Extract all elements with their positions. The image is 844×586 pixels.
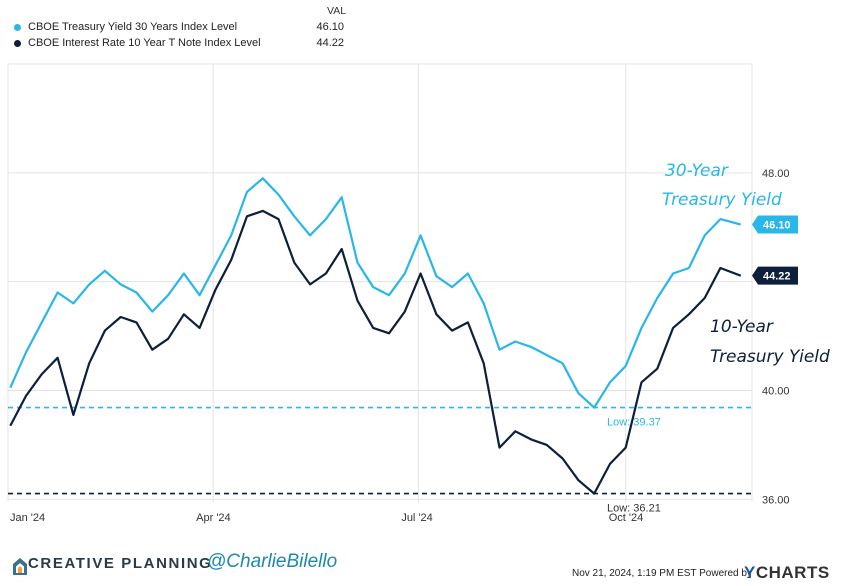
legend-dot-10yr — [14, 40, 21, 47]
end-value-tag-0 — [752, 215, 798, 234]
low-label-1: Low: 36.21 — [607, 503, 661, 515]
y-tick-label-1: 40.00 — [762, 385, 790, 397]
ycharts-logo-text: CHARTS — [755, 563, 830, 582]
y-tick-label-0: 48.00 — [762, 168, 790, 180]
author-handle[interactable]: @CharlieBilello — [207, 551, 338, 572]
creative-planning-logo-icon — [13, 558, 27, 575]
x-tick-label-2: Jul '24 — [401, 512, 432, 524]
ycharts-logo[interactable]: YCHARTS — [744, 563, 830, 583]
legend-value-10yr: 44.22 — [316, 37, 344, 49]
timestamp: Nov 21, 2024, 1:19 PM EST Powered by — [572, 568, 752, 579]
x-tick-label-1: Apr '24 — [196, 512, 231, 524]
ycharts-logo-y: Y — [744, 563, 756, 582]
legend-item-30yr[interactable]: CBOE Treasury Yield 30 Years Index Level… — [14, 20, 344, 35]
legend-value-header: VAL — [327, 5, 347, 17]
brand-name: CREATIVE PLANNING — [28, 555, 213, 572]
y-tick-label-2: 36.00 — [762, 494, 790, 506]
end-value-label-0: 46.10 — [763, 220, 791, 232]
legend-value-30yr: 46.10 — [316, 21, 344, 33]
series-line-1 — [9, 209, 742, 495]
annotation-thirty-year-line2: Treasury Yield — [662, 190, 782, 210]
series-line-0 — [9, 177, 741, 409]
annotation-thirty-year-line1: 30-Year — [665, 161, 729, 181]
legend-item-10yr[interactable]: CBOE Interest Rate 10 Year T Note Index … — [14, 36, 344, 51]
end-value-label-1: 44.22 — [763, 271, 791, 283]
legend-label-30yr: CBOE Treasury Yield 30 Years Index Level — [28, 21, 238, 33]
x-tick-label-0: Jan '24 — [10, 512, 45, 524]
chart-area: 48.00 40.00 36.00 Jan '24 Apr '24 Jul '24 Oct … — [7, 63, 830, 524]
annotation-ten-year-line1: 10-Year — [710, 317, 774, 337]
low-label-0: Low: 39.37 — [607, 417, 661, 429]
legend-dot-30yr — [14, 24, 21, 31]
annotation-ten-year-line2: Treasury Yield — [710, 347, 830, 367]
legend-label-10yr: CBOE Interest Rate 10 Year T Note Index … — [28, 37, 261, 49]
end-value-tag-1 — [752, 266, 798, 285]
x-tick-label-3: Oct '24 — [609, 512, 644, 524]
